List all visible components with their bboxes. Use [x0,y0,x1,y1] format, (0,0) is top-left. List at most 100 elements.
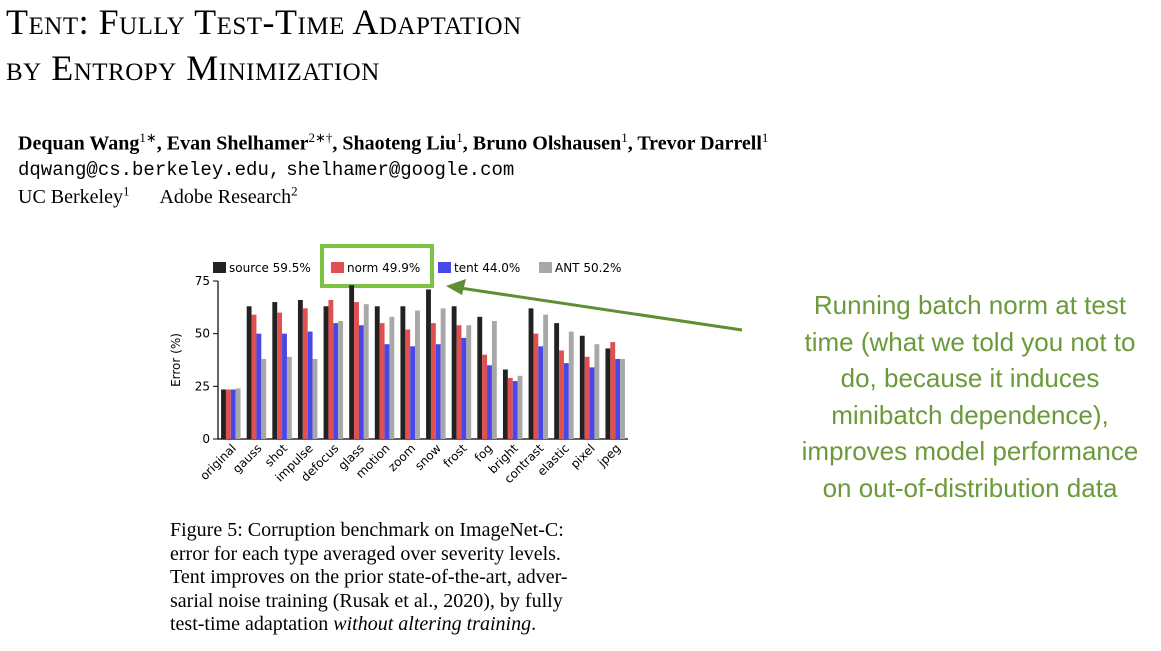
email: dqwang@cs.berkeley.edu, [18,159,281,181]
author-name: Trevor Darrell [637,132,762,155]
bar [533,333,539,439]
bar [374,306,380,439]
caption-text: test-time adaptation [170,613,329,635]
annotation-line: improves model performance [801,436,1139,466]
y-tick-label: 25 [195,379,210,393]
bar [543,314,549,439]
affiliation-mark: 1 [122,183,130,198]
bar [487,365,492,439]
bar [349,285,355,439]
bar [333,323,339,439]
bar [363,304,369,439]
author-mark: 1∗ [139,130,157,145]
bar [261,358,267,439]
bar [405,329,411,439]
bar [338,321,344,439]
bar [430,323,436,439]
bar [538,346,544,439]
separator: , [627,132,633,155]
bar [277,312,283,439]
bar [466,325,472,439]
bar [568,331,574,439]
bar [235,388,241,439]
affiliation-mark: 2 [291,183,298,198]
author-mark: 2∗† [308,130,333,145]
bar [246,306,252,439]
bar [230,389,236,439]
x-tick-label: snow [412,441,444,473]
affiliation: Adobe Research2 [159,183,298,208]
bar [302,308,308,439]
separator: , [332,132,338,155]
bar [440,308,446,439]
caption-line: Tent improves on the prior state-of-the-… [170,566,568,588]
bar [379,323,385,439]
bar [502,369,508,439]
bar [512,381,518,439]
bar [605,348,611,439]
bar [559,350,564,439]
bar [517,375,523,439]
bar [507,377,513,439]
caption-text: . [531,613,537,635]
annotation-line: minibatch dependence), [831,399,1109,430]
annotation-line: time (what we told you not to [804,326,1136,357]
bar [579,335,585,439]
x-tick-label: jpeg [594,441,623,470]
affiliation-name: Adobe Research [159,185,292,208]
bar [584,356,590,439]
legend-swatch [438,262,451,273]
bar [610,342,616,439]
y-tick-label: 50 [195,327,210,341]
caption-line: Figure 5: Corruption benchmark on ImageN… [170,519,564,541]
author-mark: 1 [456,130,463,145]
legend-swatch [539,262,552,273]
bar [323,306,329,439]
author-name: Bruno Olshausen [472,132,622,155]
paper-title: by Entropy Minimization [6,48,380,88]
bar [563,363,569,439]
bar [400,306,406,439]
caption-line: error for each type averaged over severi… [170,542,561,565]
caption-emphasis: without altering training [333,613,532,635]
bar [256,333,262,439]
x-tick-label: gauss [230,441,265,476]
x-tick-label: pixel [568,441,598,471]
bar [282,333,287,439]
legend-label: tent 44.0% [454,261,520,275]
email: shelhamer@google.com [286,159,515,181]
bar [435,344,441,439]
caption-line: test-time adaptation without altering tra… [170,613,568,637]
author-name: Evan Shelhamer [166,132,309,155]
bar [272,302,278,439]
bar [384,344,390,439]
bar [589,367,595,439]
bar [451,306,457,439]
author-name: Shaoteng Liu [342,132,457,155]
legend-label: ANT 50.2% [555,261,621,275]
authors: Dequan Wang1∗, Evan Shelhamer2∗†, Shaote… [18,130,768,156]
bar [221,389,226,439]
bar [461,337,467,439]
legend-label: source 59.5% [229,261,311,275]
annotation: Running batch norm at test time (what we … [770,287,1161,506]
y-tick-label: 75 [195,274,210,288]
annotation-line: do, because it induces [840,363,1100,393]
bar [554,323,560,439]
affiliations: UC Berkeley1 Adobe Research2 [18,183,328,209]
annotation-line: on out-of-distribution data [822,472,1118,503]
bar [477,316,483,439]
paper-title: Tent: Fully Test-Time Adaptation [6,2,522,42]
separator: , [156,132,162,155]
bar [286,356,292,439]
bar [426,289,431,439]
bar [225,389,231,439]
author-mark: 1 [621,130,628,145]
author-name: Dequan Wang [18,132,140,155]
bar [358,325,364,439]
bar [491,321,497,439]
caption: Figure 5: Corruption benchmark on ImageN… [170,519,568,637]
highlight-box [320,244,434,288]
